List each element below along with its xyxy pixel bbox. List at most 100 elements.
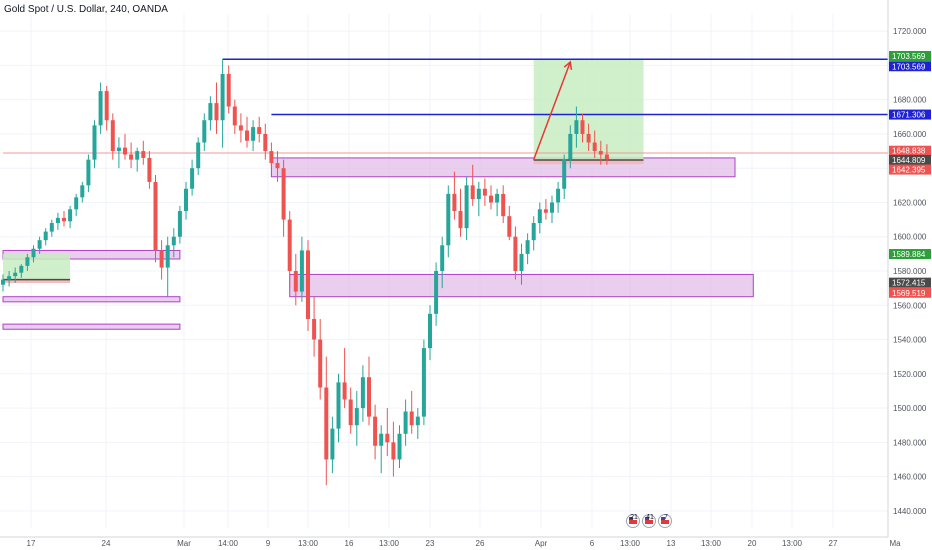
candle-body — [208, 103, 213, 121]
candle-body — [568, 133, 573, 160]
candle-body — [55, 217, 60, 224]
candle-body — [421, 348, 426, 417]
candle — [184, 181, 188, 220]
time-tick-label: 16 — [345, 539, 354, 548]
candle-body — [184, 188, 188, 212]
arrow-head — [563, 60, 573, 70]
price-tag-label: 1648.838 — [892, 147, 926, 156]
candle-body — [385, 433, 390, 443]
candle — [92, 120, 97, 169]
candle — [476, 181, 481, 217]
candle — [574, 106, 579, 148]
candle — [446, 185, 451, 258]
candle — [330, 416, 335, 474]
candle-body — [525, 240, 530, 254]
time-tick-label: 13:00 — [620, 539, 641, 548]
candle-body — [190, 168, 195, 189]
candle-body — [116, 147, 121, 152]
support-resistance-zones — [2, 157, 754, 330]
time-tick-label: Apr — [535, 539, 548, 548]
price-tag — [889, 277, 931, 288]
candle-body — [110, 120, 115, 152]
candle — [318, 318, 323, 400]
event-flag-stripe — [629, 520, 637, 524]
candle — [543, 199, 548, 220]
candle — [415, 408, 420, 439]
price-tick-label: 1440.000 — [893, 507, 927, 516]
candle — [238, 113, 243, 143]
candle-body — [177, 211, 182, 237]
candle-body — [196, 142, 201, 169]
price-tag — [889, 145, 931, 156]
position-stop-area — [3, 279, 71, 283]
candle-body — [104, 91, 109, 121]
time-axis[interactable]: 17 24 Mar 14:00 9 13:00 16 13:00 23 26 Apr 6 13:00 13… — [0, 536, 901, 548]
candle — [397, 425, 402, 469]
candle-body — [598, 151, 603, 155]
candle — [537, 202, 542, 234]
candle — [220, 58, 225, 148]
time-tick-label: Mar — [177, 539, 191, 548]
candle — [275, 151, 280, 182]
candle — [525, 233, 530, 265]
candle-body — [592, 142, 597, 152]
candle — [214, 82, 219, 134]
candle — [19, 264, 24, 278]
candle — [68, 205, 73, 229]
candle-body — [495, 193, 500, 203]
price-tick-label: 1460.000 — [893, 473, 927, 482]
candle — [202, 113, 207, 152]
candle-body — [153, 181, 158, 251]
candle-body — [226, 73, 231, 107]
candle-body — [482, 188, 487, 196]
candle — [379, 425, 384, 474]
candle-body — [263, 133, 268, 152]
candle-body — [543, 209, 548, 213]
candle-body — [397, 433, 402, 460]
candle-body — [519, 253, 524, 271]
candle — [342, 348, 347, 409]
candle-body — [25, 257, 30, 266]
candle — [104, 85, 109, 131]
price-axis[interactable]: 1440.000 1460.000 1480.000 1500.000 1520.000… — [887, 0, 932, 550]
candle-body — [428, 313, 432, 349]
candle — [464, 176, 469, 241]
price-tag-label: 1572.415 — [892, 279, 926, 288]
candle-body — [562, 159, 567, 189]
candle — [501, 185, 506, 224]
candle-body — [257, 127, 262, 134]
candle-body — [74, 197, 79, 210]
candle-body — [287, 219, 292, 271]
candle-body — [440, 245, 445, 271]
candle — [245, 116, 249, 148]
candle — [251, 120, 256, 152]
candle — [7, 271, 12, 287]
candle-body — [306, 250, 310, 319]
candle — [25, 253, 30, 271]
candle-body — [49, 223, 54, 232]
time-tick-label: 17 — [27, 539, 36, 548]
candle-body — [580, 120, 585, 134]
event-flag-canton — [645, 517, 649, 520]
price-tag-label: 1589.884 — [892, 250, 926, 259]
candle-body — [342, 382, 347, 400]
candle-body — [92, 125, 97, 160]
trend-arrow — [532, 60, 573, 160]
symbol-title: Gold Spot / U.S. Dollar, 240, OANDA — [4, 4, 168, 15]
candle-body — [403, 411, 408, 434]
candle-body — [348, 399, 353, 426]
candle — [116, 137, 121, 169]
time-tick-label: 23 — [426, 539, 435, 548]
candle — [580, 113, 585, 143]
economic-event-flag-icon: 7 — [658, 514, 672, 528]
candle — [123, 133, 127, 160]
time-tick-label: 9 — [266, 539, 271, 548]
candle — [482, 178, 487, 206]
candle — [373, 404, 378, 460]
price-tag — [889, 109, 931, 120]
candle — [348, 387, 353, 434]
candle-body — [574, 120, 579, 134]
candle-body — [165, 245, 170, 268]
candle — [550, 195, 554, 224]
